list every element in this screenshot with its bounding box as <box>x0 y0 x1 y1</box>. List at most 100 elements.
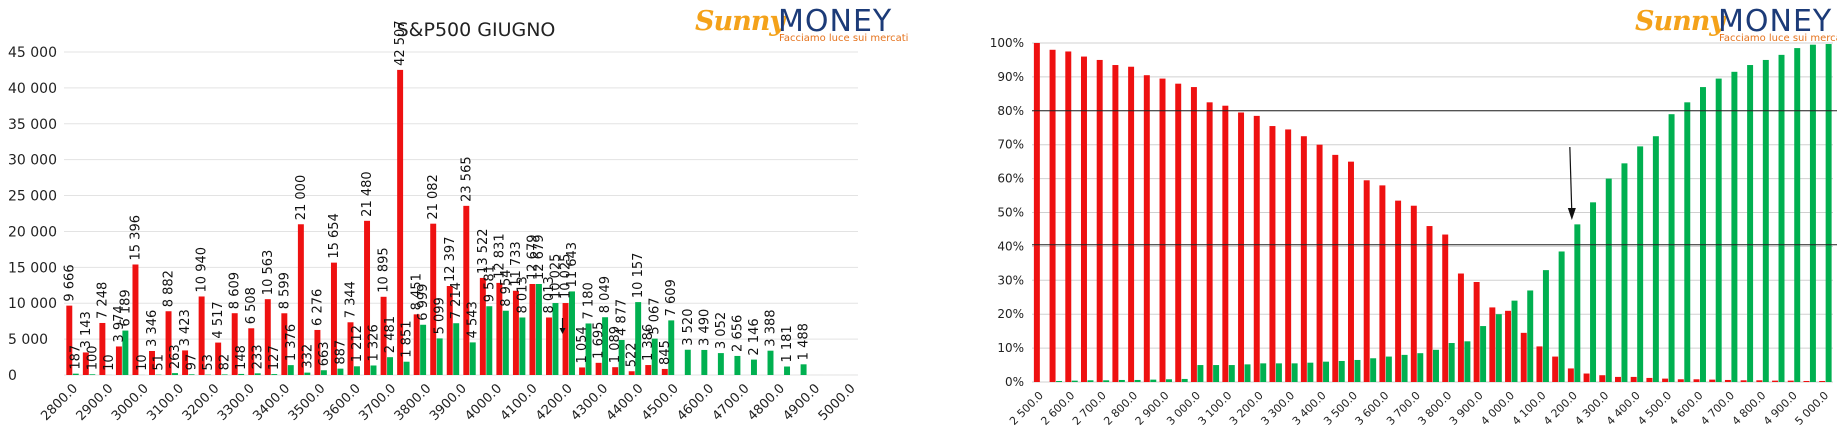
bar-red <box>1269 126 1276 383</box>
bar-red <box>1049 49 1056 382</box>
left-chart: 0 5 000 10 000 15 000 20 000 25 000 30 000 35 0… <box>8 19 859 424</box>
bar-red <box>1772 380 1779 382</box>
data-label-red: 21 082 <box>426 174 441 220</box>
bar-red <box>1724 379 1731 382</box>
data-label-green: 8 049 <box>598 276 613 313</box>
data-label-green: 53 <box>201 354 216 371</box>
bar-green <box>1181 378 1188 382</box>
bar-green <box>420 324 427 375</box>
data-label-red: 10 563 <box>261 250 276 296</box>
y-tick-label: 10% <box>997 341 1024 355</box>
x-tick-label: 3 500.0 <box>1321 389 1360 428</box>
bar-green <box>1464 341 1471 382</box>
bar-red <box>1520 332 1527 382</box>
x-tick-label: 4 400.0 <box>1604 389 1643 428</box>
x-tick-label: 4 600.0 <box>1667 389 1706 428</box>
bar-red <box>1285 129 1292 382</box>
x-tick-label: 2 900.0 <box>1133 389 1172 428</box>
x-tick-label: 3 800.0 <box>1415 389 1454 428</box>
data-label-red: 15 396 <box>128 215 143 261</box>
bar-green <box>1228 365 1235 382</box>
bar-green <box>436 338 443 375</box>
bar-red <box>1112 65 1119 382</box>
bar-red <box>1238 112 1245 383</box>
data-label-red: 10 940 <box>195 247 210 293</box>
bar-green <box>1338 360 1345 382</box>
data-label-red: 8 609 <box>228 272 243 309</box>
bar-green <box>1448 343 1455 382</box>
bar-red <box>1159 78 1166 382</box>
data-label-green: 8 013 <box>515 276 530 313</box>
bar-green <box>1605 178 1612 382</box>
bar-green <box>486 306 493 375</box>
y-tick-label: 90% <box>997 70 1024 84</box>
y-tick-label: 30 000 <box>8 153 57 169</box>
data-label-green: 887 <box>333 340 348 365</box>
x-tick-label: 4 100.0 <box>1510 389 1549 428</box>
bar-green <box>1700 87 1706 382</box>
bar-green <box>1197 365 1204 382</box>
data-label-red: 8 599 <box>277 272 292 309</box>
data-label-green: 6 189 <box>118 289 133 326</box>
bar-red <box>1567 368 1574 382</box>
bar-green <box>1385 356 1392 382</box>
data-label-red: 21 000 <box>294 175 309 221</box>
data-label-red: 12 397 <box>443 237 458 283</box>
bar-red <box>1740 380 1747 382</box>
bar-red <box>661 368 668 375</box>
bar-red <box>1709 379 1716 382</box>
x-tick-label: 4400.0 <box>604 381 647 424</box>
bar-red <box>562 303 569 375</box>
bar-red <box>1096 59 1103 382</box>
bar-red <box>1065 51 1072 382</box>
bar-red <box>1206 102 1213 382</box>
bar-green <box>337 368 344 375</box>
y-tick-label: 25 000 <box>8 189 57 205</box>
bar-red <box>1348 161 1354 382</box>
data-label-green: 1 326 <box>366 324 381 361</box>
bar-green <box>188 374 195 375</box>
x-tick-label: 4800.0 <box>745 381 788 424</box>
bar-red <box>99 322 106 375</box>
data-label-green: 10 157 <box>631 253 646 299</box>
bar-red <box>397 69 404 376</box>
data-label-green: 3 520 <box>681 309 696 346</box>
bar-red <box>1222 105 1229 382</box>
bar-green <box>1574 224 1581 382</box>
annotation-arrowhead <box>559 328 566 334</box>
x-tick-label: 3200.0 <box>180 381 223 424</box>
data-label-green: 1 212 <box>350 325 365 362</box>
bar-red <box>198 296 205 375</box>
data-label-green: 1 181 <box>780 325 795 362</box>
data-label-green: 4 543 <box>466 301 481 338</box>
data-label-red: 6 276 <box>310 289 325 326</box>
bar-green <box>1260 363 1267 382</box>
chart-title: S&P500 GIUGNO <box>397 19 556 41</box>
data-label-green: 4 877 <box>615 299 630 336</box>
data-label-red: 3 423 <box>178 309 193 346</box>
bar-red <box>330 262 337 375</box>
bar-red <box>463 205 470 375</box>
x-tick-label: 5 000.0 <box>1792 389 1831 428</box>
bar-red <box>1615 376 1621 382</box>
data-label-green: 100 <box>85 345 100 370</box>
bar-green <box>651 338 658 375</box>
bar-red <box>579 367 586 375</box>
bar-green <box>1103 380 1110 382</box>
bar-red <box>1552 356 1559 382</box>
data-label-red: 21 480 <box>360 171 375 217</box>
bar-red <box>1787 380 1794 382</box>
bar-red <box>347 322 354 375</box>
y-tick-label: 70% <box>997 138 1024 152</box>
bar-green <box>602 317 609 375</box>
bar-green <box>1558 251 1565 382</box>
bar-red <box>546 317 552 375</box>
bar-green <box>122 330 129 375</box>
x-tick-label: 3700.0 <box>356 381 399 424</box>
data-label-red: 1 089 <box>608 326 623 363</box>
bar-green <box>784 366 791 375</box>
x-tick-label: 3 900.0 <box>1447 389 1486 428</box>
bar-red <box>612 367 619 375</box>
data-label-green: 332 <box>300 344 315 369</box>
data-label-green: 663 <box>317 341 332 366</box>
